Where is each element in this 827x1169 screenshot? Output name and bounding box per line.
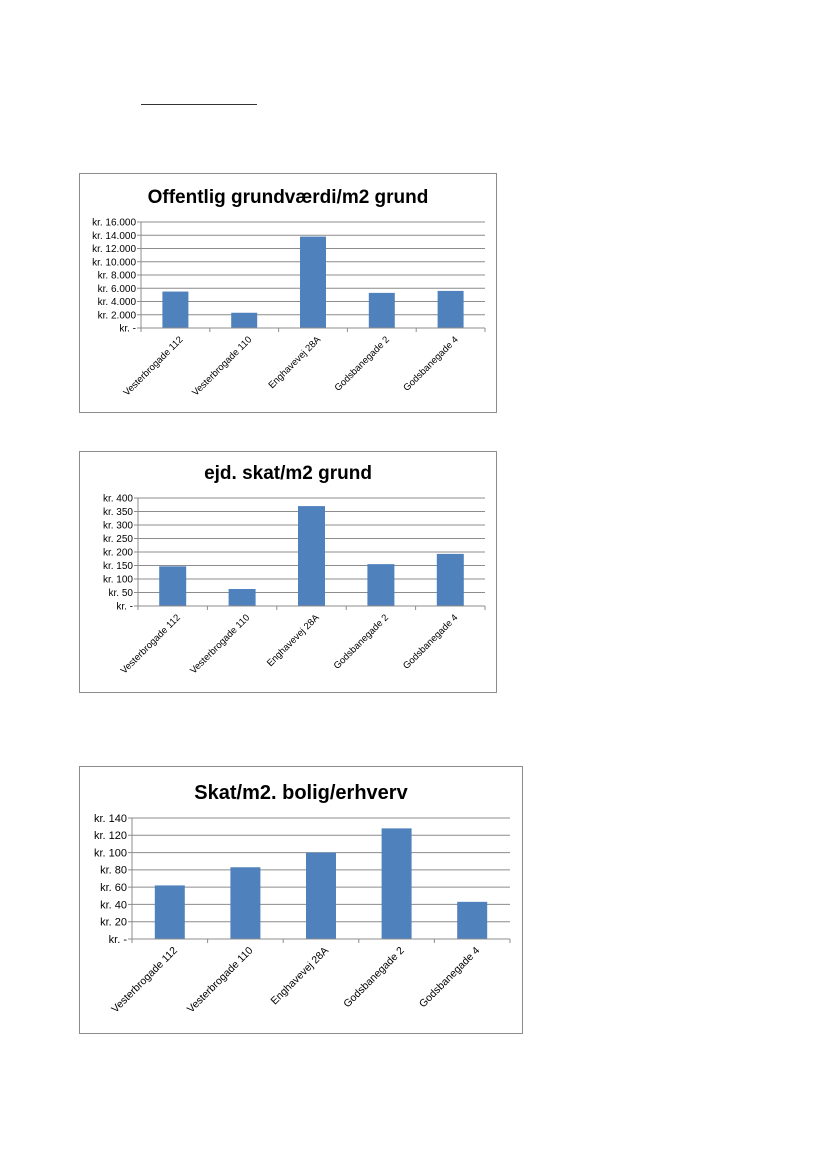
- y-tick-label: kr. 100: [103, 575, 133, 586]
- y-tick-label: kr. 60: [100, 882, 127, 894]
- y-tick-label: kr. 20: [100, 917, 127, 929]
- chart-grundvaerdi: Offentlig grundværdi/m2 grund kr. - kr. 2.…: [79, 173, 497, 413]
- x-category-label: Enghavevej 28A: [265, 612, 322, 669]
- bar: [298, 506, 325, 606]
- bar: [457, 901, 488, 939]
- y-tick-label: kr. 16.000: [92, 218, 136, 229]
- x-category-label: Godsbanegade 2: [333, 334, 392, 393]
- chart-title: Skat/m2. bolig/erhverv: [194, 782, 408, 804]
- y-tick-label: kr. -: [116, 602, 133, 613]
- bar: [306, 852, 336, 939]
- bar: [231, 312, 258, 328]
- bar: [228, 588, 256, 606]
- x-category-label: Godsbanegade 2: [341, 945, 407, 1011]
- bar: [436, 553, 464, 606]
- y-tick-label: kr. 4.000: [98, 297, 137, 308]
- chart-svg: Skat/m2. bolig/erhverv kr. - kr. 20 kr. 40 k…: [94, 782, 511, 1016]
- bar: [162, 291, 189, 328]
- x-category-label: Godsbanegade 2: [332, 612, 391, 671]
- x-category-label: Enghavevej 28A: [266, 334, 323, 391]
- chart-skat-bolig-erhverv: Skat/m2. bolig/erhverv kr. - kr. 20 kr. 40 k…: [79, 766, 523, 1034]
- x-category-label: Vesterbrogade 110: [190, 334, 254, 398]
- bar: [437, 290, 464, 328]
- x-category-label: Vesterbrogade 112: [121, 334, 185, 398]
- y-tick-label: kr. -: [119, 324, 136, 335]
- x-category-label: Godsbanegade 4: [401, 612, 460, 671]
- y-tick-label: kr. 10.000: [92, 257, 136, 268]
- x-category-label: Vesterbrogade 112: [109, 945, 180, 1016]
- x-category-label: Vesterbrogade 110: [185, 945, 256, 1016]
- y-tick-label: kr. 40: [100, 899, 127, 911]
- y-tick-label: kr. 350: [103, 507, 133, 518]
- y-tick-label: kr. 140: [94, 813, 127, 825]
- y-tick-label: kr. 14.000: [92, 231, 136, 242]
- y-tick-label: kr. 400: [103, 494, 133, 505]
- x-category-label: Godsbanegade 4: [417, 945, 483, 1011]
- chart-svg: Offentlig grundværdi/m2 grund kr. - kr. 2.…: [92, 187, 486, 398]
- chart-title: ejd. skat/m2 grund: [204, 463, 372, 484]
- x-category-label: Godsbanegade 4: [401, 334, 460, 393]
- bar: [368, 292, 395, 328]
- y-tick-label: kr. 80: [100, 865, 127, 877]
- x-category-label: Enghavevej 28A: [269, 945, 332, 1008]
- bar: [230, 867, 261, 939]
- bar: [300, 236, 326, 328]
- y-tick-label: kr. 300: [103, 521, 133, 532]
- y-tick-label: kr. -: [109, 934, 128, 946]
- y-tick-label: kr. 8.000: [98, 271, 137, 282]
- chart-svg: ejd. skat/m2 grund kr. - kr. 50 kr. 100 kr. …: [103, 463, 486, 676]
- y-tick-label: kr. 200: [103, 548, 133, 559]
- y-tick-label: kr. 100: [94, 847, 127, 859]
- bar: [381, 828, 412, 939]
- y-tick-label: kr. 50: [109, 588, 134, 599]
- y-tick-label: kr. 12.000: [92, 244, 136, 255]
- y-tick-label: kr. 2.000: [98, 310, 137, 321]
- y-tick-label: kr. 6.000: [98, 284, 137, 295]
- y-tick-label: kr. 250: [103, 534, 133, 545]
- x-category-label: Vesterbrogade 110: [188, 612, 252, 676]
- y-tick-label: kr. 120: [94, 830, 127, 842]
- bar: [159, 566, 187, 606]
- chart-ejd-skat: ejd. skat/m2 grund kr. - kr. 50 kr. 100 kr. …: [79, 451, 497, 693]
- bar: [154, 885, 185, 939]
- x-category-label: Vesterbrogade 112: [119, 612, 183, 676]
- chart-title: Offentlig grundværdi/m2 grund: [148, 187, 429, 208]
- y-tick-label: kr. 150: [103, 561, 133, 572]
- header-rule: [141, 104, 257, 105]
- bar: [367, 564, 395, 606]
